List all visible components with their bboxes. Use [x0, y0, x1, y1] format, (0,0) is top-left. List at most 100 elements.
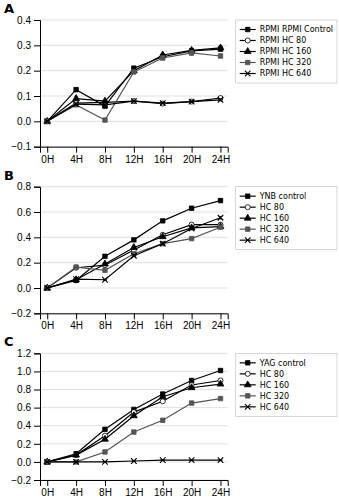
point	[74, 87, 78, 91]
tick-mark	[105, 313, 106, 319]
grid-line	[40, 45, 228, 46]
y-axis: −0.20.00.20.40.60.8	[11, 181, 40, 319]
x-tick: 20H	[183, 480, 201, 498]
series	[44, 215, 223, 291]
legend: YNB controlHC 80HC 160HC 320HC 640	[236, 187, 337, 250]
axis-line	[41, 314, 229, 320]
point	[103, 450, 107, 454]
tick-mark	[47, 147, 48, 153]
x-tick: 8H	[99, 313, 112, 331]
legend-label: YAG control	[259, 359, 306, 368]
legend-item: HC 80	[240, 370, 284, 379]
tick-label: 4H	[70, 487, 83, 498]
y-tick: 0.6	[17, 207, 40, 218]
x-tick: 24H	[212, 480, 230, 498]
point	[218, 54, 222, 58]
series-line	[47, 371, 220, 462]
grid-line	[40, 425, 228, 426]
legend-item: YAG control	[240, 359, 306, 368]
error-bar	[161, 56, 165, 60]
legend-marker	[245, 227, 249, 231]
tick-label: 12H	[125, 154, 143, 165]
point	[102, 435, 109, 441]
panel: 0H4H8H12H16H20H24H−0.20.00.20.40.60.8BYN…	[4, 168, 337, 332]
legend-label: HC 320	[260, 392, 289, 401]
point	[44, 458, 51, 464]
series-line	[47, 53, 220, 121]
tick-mark	[34, 20, 40, 21]
tick-label: 0.0	[17, 457, 31, 468]
point	[160, 219, 164, 223]
tick-mark	[34, 237, 40, 238]
legend-item: RPMI HC 80	[240, 36, 307, 45]
x-axis: 0H4H8H12H16H20H24H	[41, 480, 231, 498]
tick-mark	[76, 313, 77, 319]
point	[73, 276, 79, 282]
axis-line	[41, 147, 229, 153]
legend-marker	[245, 71, 251, 77]
tick-mark	[34, 353, 40, 354]
point	[217, 44, 224, 50]
point	[160, 101, 165, 106]
series	[45, 396, 223, 464]
point	[73, 451, 80, 457]
tick-mark	[134, 147, 135, 153]
grid-line	[40, 353, 228, 354]
x-tick: 24H	[212, 147, 230, 165]
tick-label: 0.2	[17, 65, 31, 76]
error-bar	[218, 199, 222, 202]
legend-label: HC 80	[260, 370, 284, 379]
tick-mark	[34, 96, 40, 97]
grid-line	[40, 443, 228, 444]
grid-line	[40, 96, 228, 97]
legend-item: HC 320	[240, 225, 289, 234]
grid-line	[40, 262, 228, 263]
y-tick: 1.2	[17, 348, 40, 359]
tick-label: 0H	[41, 154, 54, 165]
tick-label: 0.1	[17, 91, 31, 102]
legend-item: HC 640	[240, 236, 289, 245]
point	[74, 265, 78, 269]
series	[45, 368, 223, 464]
y-axis: −0.10.00.10.20.30.4	[11, 15, 40, 153]
point	[102, 459, 108, 465]
legend-marker	[245, 371, 250, 376]
point	[45, 119, 49, 123]
point	[131, 253, 137, 259]
x-tick: 8H	[99, 480, 112, 498]
legend-label: RPMI HC 320	[260, 58, 312, 67]
legend-frame	[236, 353, 337, 416]
point	[73, 95, 80, 101]
y-tick: −0.2	[11, 475, 40, 486]
tick-label: 0.2	[17, 439, 31, 450]
panel: 0H4H8H12H16H20H24H−0.10.00.10.20.30.4ARP…	[4, 1, 337, 165]
legend-item: RPMI HC 640	[240, 69, 312, 78]
point	[102, 260, 109, 266]
error-bar	[74, 88, 78, 92]
x-tick: 24H	[212, 313, 230, 331]
point	[218, 225, 222, 229]
point	[130, 412, 137, 418]
legend-label: HC 640	[260, 403, 289, 412]
grid	[40, 20, 228, 147]
point	[218, 97, 224, 103]
tick-label: 24H	[212, 487, 230, 498]
tick-label: 0.4	[17, 420, 31, 431]
y-tick: −0.2	[11, 308, 40, 319]
point	[218, 198, 222, 202]
series	[44, 97, 223, 124]
panel: 0H4H8H12H16H20H24H−0.20.00.20.40.60.81.0…	[4, 334, 337, 498]
tick-label: 4H	[70, 320, 83, 331]
tick-mark	[34, 408, 40, 409]
point	[160, 241, 164, 245]
tick-mark	[134, 313, 135, 319]
tick-label: 20H	[183, 154, 201, 165]
x-tick: 4H	[70, 147, 83, 165]
point	[189, 378, 193, 382]
tick-mark	[163, 147, 164, 153]
panel-label: B	[4, 168, 14, 183]
tick-label: 0.2	[17, 257, 31, 268]
axis-line	[34, 354, 41, 481]
tick-mark	[34, 288, 40, 289]
y-tick: 0.4	[17, 420, 40, 431]
